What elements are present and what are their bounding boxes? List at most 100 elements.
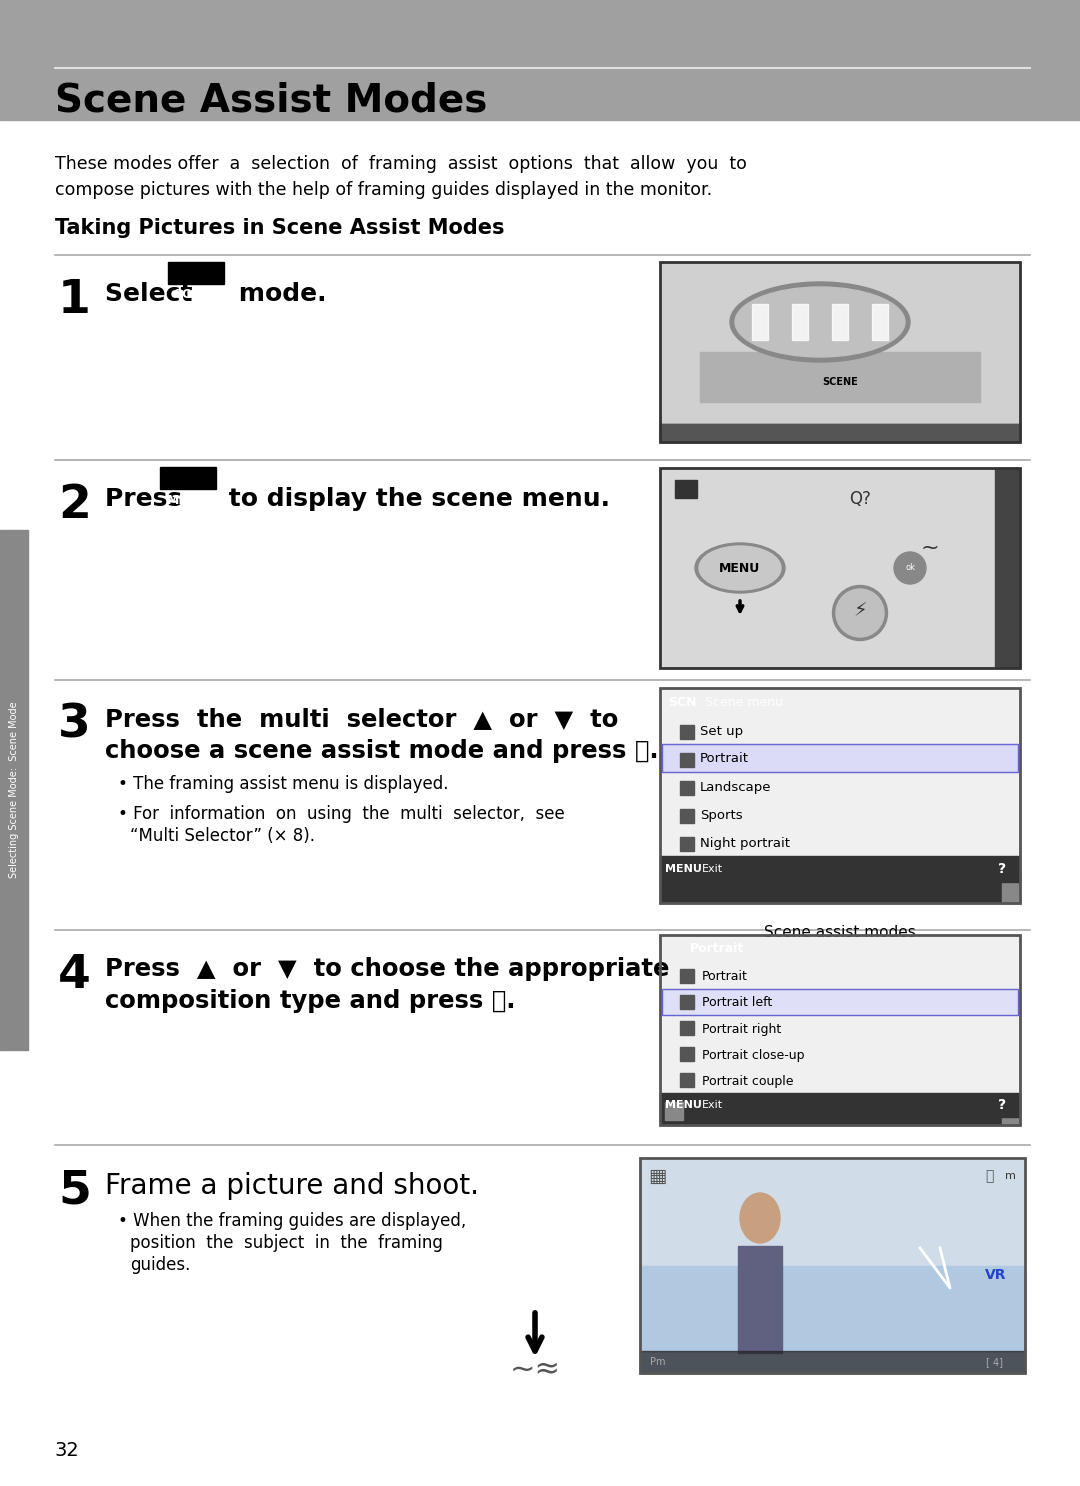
- Text: “Multi Selector” (× 8).: “Multi Selector” (× 8).: [130, 828, 315, 846]
- Text: Scene Assist Modes: Scene Assist Modes: [55, 82, 487, 119]
- Bar: [660, 262, 1020, 441]
- Bar: [660, 856, 1020, 883]
- Text: Select: Select: [105, 282, 201, 306]
- Bar: [995, 468, 1020, 669]
- Ellipse shape: [735, 287, 905, 357]
- Bar: [640, 1266, 1025, 1373]
- Bar: [662, 744, 1018, 773]
- Text: 1: 1: [58, 278, 91, 322]
- Text: Pm: Pm: [650, 1357, 665, 1367]
- Text: Frame a picture and shoot.: Frame a picture and shoot.: [105, 1172, 480, 1201]
- Text: Taking Pictures in Scene Assist Modes: Taking Pictures in Scene Assist Modes: [55, 218, 504, 238]
- Bar: [680, 725, 694, 739]
- Bar: [0, 531, 28, 1051]
- Bar: [662, 990, 1018, 1015]
- Text: m: m: [1004, 1171, 1015, 1181]
- Bar: [660, 935, 1020, 1125]
- Bar: [660, 1097, 1020, 1125]
- Text: 5: 5: [58, 1168, 91, 1213]
- Text: Q?: Q?: [849, 490, 870, 508]
- Text: Set up: Set up: [700, 725, 743, 737]
- Bar: [680, 1021, 694, 1036]
- Bar: [680, 837, 694, 851]
- Text: ?: ?: [998, 862, 1007, 877]
- Text: SCN: SCN: [669, 695, 697, 709]
- Text: ok: ok: [905, 563, 915, 572]
- Bar: [660, 424, 1020, 441]
- Text: SCENE: SCENE: [173, 288, 219, 302]
- Text: position  the  subject  in  the  framing: position the subject in the framing: [130, 1233, 443, 1253]
- Bar: [0, 0, 1080, 120]
- Text: MENU: MENU: [665, 1100, 702, 1110]
- Text: SCENE: SCENE: [822, 377, 858, 386]
- Text: Scene assist modes: Scene assist modes: [765, 924, 916, 941]
- Text: Portrait: Portrait: [690, 942, 744, 955]
- Bar: [660, 468, 1020, 669]
- Bar: [660, 688, 1020, 903]
- Bar: [700, 352, 980, 403]
- Bar: [168, 262, 224, 284]
- Bar: [680, 808, 694, 823]
- Bar: [1002, 875, 1020, 903]
- Text: ▦: ▦: [648, 1167, 666, 1186]
- Bar: [680, 782, 694, 795]
- Text: Portrait close-up: Portrait close-up: [702, 1049, 805, 1061]
- Bar: [160, 467, 216, 489]
- Text: ?: ?: [998, 1098, 1007, 1112]
- Bar: [660, 935, 1020, 1125]
- Text: 👁: 👁: [985, 1169, 994, 1183]
- Bar: [1002, 1097, 1020, 1125]
- Bar: [660, 1094, 1020, 1117]
- Text: Press  ▲  or  ▼  to choose the appropriate: Press ▲ or ▼ to choose the appropriate: [105, 957, 670, 981]
- Text: These modes offer  a  selection  of  framing  assist  options  that  allow  you : These modes offer a selection of framing…: [55, 155, 747, 172]
- Text: 32: 32: [55, 1441, 80, 1461]
- Bar: [662, 744, 1018, 773]
- Text: to display the scene menu.: to display the scene menu.: [220, 487, 610, 511]
- Bar: [660, 875, 1020, 903]
- Ellipse shape: [696, 542, 785, 593]
- Bar: [872, 305, 888, 340]
- Text: • The framing assist menu is displayed.: • The framing assist menu is displayed.: [118, 776, 448, 794]
- Text: ~: ~: [920, 538, 940, 559]
- Bar: [640, 1158, 1025, 1373]
- Text: compose pictures with the help of framing guides displayed in the monitor.: compose pictures with the help of framin…: [55, 181, 712, 199]
- Text: ~≈: ~≈: [510, 1355, 561, 1385]
- Text: composition type and press ⒪.: composition type and press ⒪.: [105, 990, 515, 1013]
- Text: 4: 4: [58, 953, 91, 999]
- Text: Portrait couple: Portrait couple: [702, 1074, 794, 1088]
- Text: mode.: mode.: [230, 282, 326, 306]
- Bar: [665, 1103, 683, 1120]
- Bar: [662, 990, 1018, 1015]
- Text: Exit: Exit: [702, 863, 724, 874]
- Bar: [680, 1073, 694, 1086]
- Bar: [680, 969, 694, 984]
- Text: 3: 3: [58, 703, 91, 747]
- Text: Sports: Sports: [700, 808, 743, 822]
- Text: MENU: MENU: [167, 493, 208, 507]
- Text: Landscape: Landscape: [700, 780, 771, 794]
- Text: Portrait: Portrait: [700, 752, 750, 765]
- Text: Scene menu: Scene menu: [705, 695, 783, 709]
- Ellipse shape: [699, 545, 781, 590]
- Text: Press  the  multi  selector  ▲  or  ▼  to: Press the multi selector ▲ or ▼ to: [105, 707, 619, 731]
- Text: Portrait left: Portrait left: [702, 997, 772, 1009]
- Ellipse shape: [740, 1193, 780, 1242]
- Bar: [680, 753, 694, 767]
- Bar: [660, 424, 1020, 441]
- Bar: [640, 1351, 1025, 1373]
- Text: ⚡: ⚡: [853, 602, 867, 621]
- Text: Selecting Scene Mode:  Scene Mode: Selecting Scene Mode: Scene Mode: [9, 701, 19, 878]
- Bar: [680, 1048, 694, 1061]
- Ellipse shape: [836, 588, 885, 637]
- Ellipse shape: [730, 282, 910, 363]
- Bar: [660, 688, 1020, 903]
- Text: Portrait right: Portrait right: [702, 1022, 781, 1036]
- Text: Press: Press: [105, 487, 191, 511]
- Text: guides.: guides.: [130, 1256, 190, 1274]
- Bar: [660, 262, 1020, 441]
- Bar: [832, 305, 848, 340]
- Text: VR: VR: [985, 1268, 1007, 1282]
- Text: • For  information  on  using  the  multi  selector,  see: • For information on using the multi sel…: [118, 805, 565, 823]
- Text: Night portrait: Night portrait: [700, 837, 789, 850]
- Text: [ 4]: [ 4]: [986, 1357, 1003, 1367]
